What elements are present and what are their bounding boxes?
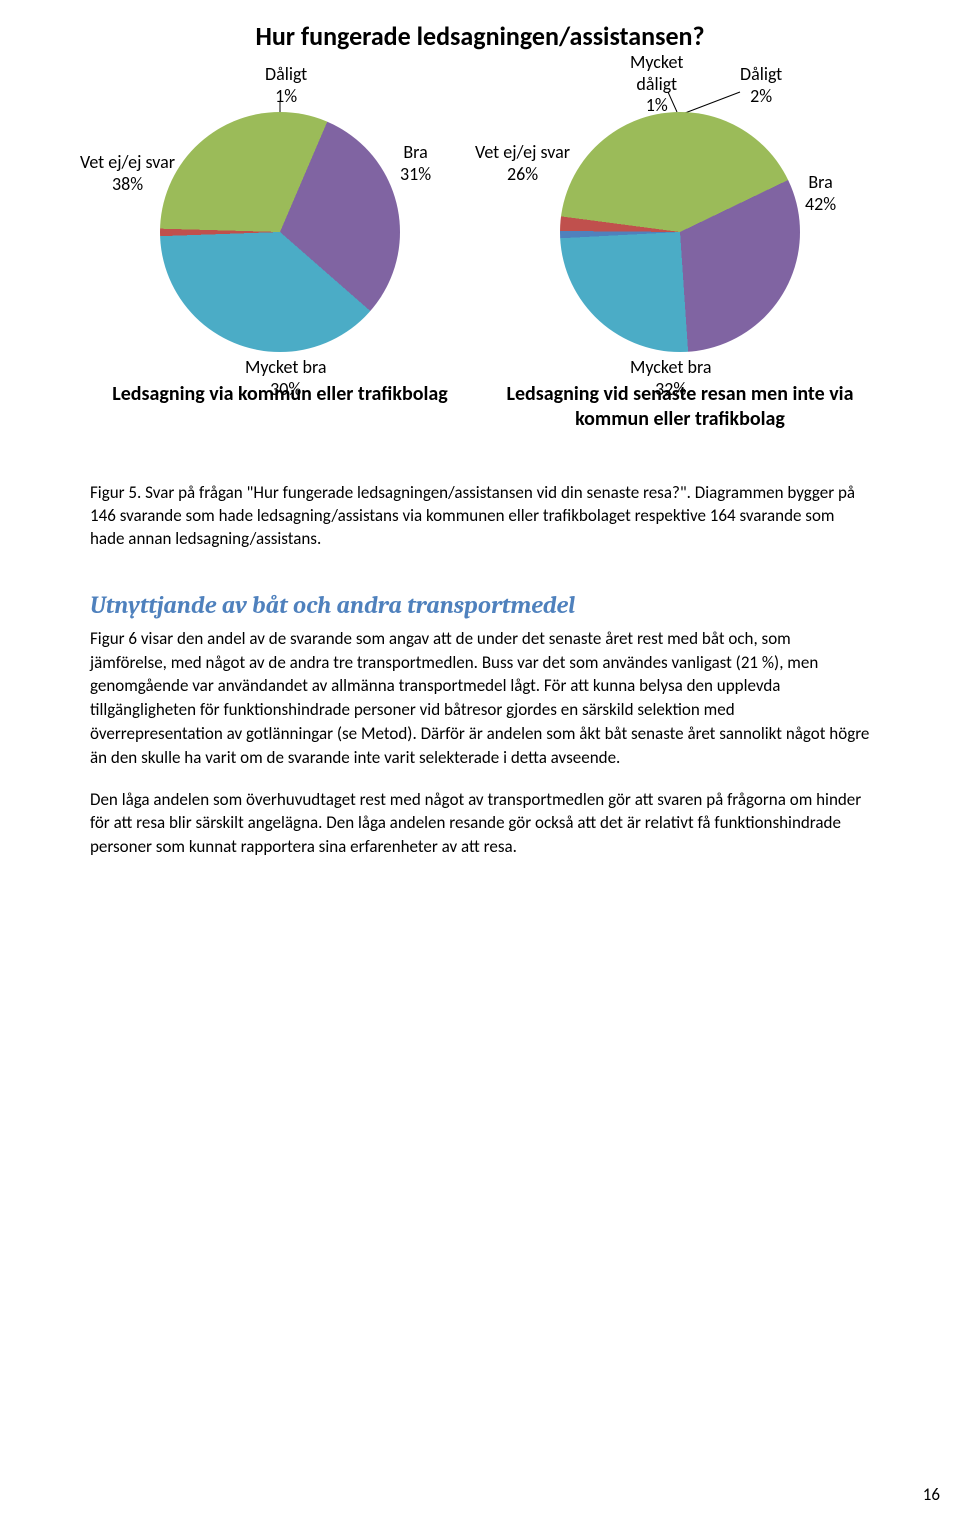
figure-caption: Figur 5. Svar på frågan "Hur fungerade l… [90, 482, 870, 551]
pie-slice-label: Bra42% [805, 172, 836, 215]
pie-slice-label: Bra31% [400, 142, 431, 185]
pie-slice-label: Vet ej/ej svar38% [80, 152, 175, 195]
page-title: Hur fungerade ledsagningen/assistansen? [90, 20, 870, 52]
pie-slice-label: Dåligt2% [740, 64, 782, 107]
pie-slice-label: Mycketdåligt1% [630, 52, 683, 117]
chart-left-column: Dåligt1%Bra31%Mycket bra30%Vet ej/ej sva… [90, 72, 470, 432]
pie-slice-label: Dåligt1% [265, 64, 307, 107]
leader-line [685, 92, 740, 113]
pie-slice-label: Mycket bra32% [630, 357, 711, 400]
chart-right-column: Mycketdåligt1%Dåligt2%Bra42%Mycket bra32… [490, 72, 870, 432]
chart-right-wrap: Mycketdåligt1%Dåligt2%Bra42%Mycket bra32… [500, 72, 860, 372]
pie-chart-left [160, 112, 400, 352]
pie-slice-label: Mycket bra30% [245, 357, 326, 400]
body-paragraph-1: Figur 6 visar den andel av de svarande s… [90, 627, 870, 770]
body-paragraph-2: Den låga andelen som överhuvudtaget rest… [90, 788, 870, 859]
pie-chart-right [560, 112, 800, 352]
charts-container: Dåligt1%Bra31%Mycket bra30%Vet ej/ej sva… [90, 72, 870, 432]
section-heading: Utnyttjande av båt och andra transportme… [90, 591, 870, 619]
chart-left-wrap: Dåligt1%Bra31%Mycket bra30%Vet ej/ej sva… [100, 72, 460, 372]
page-number: 16 [0, 1484, 940, 1505]
pie-slice-label: Vet ej/ej svar26% [475, 142, 570, 185]
